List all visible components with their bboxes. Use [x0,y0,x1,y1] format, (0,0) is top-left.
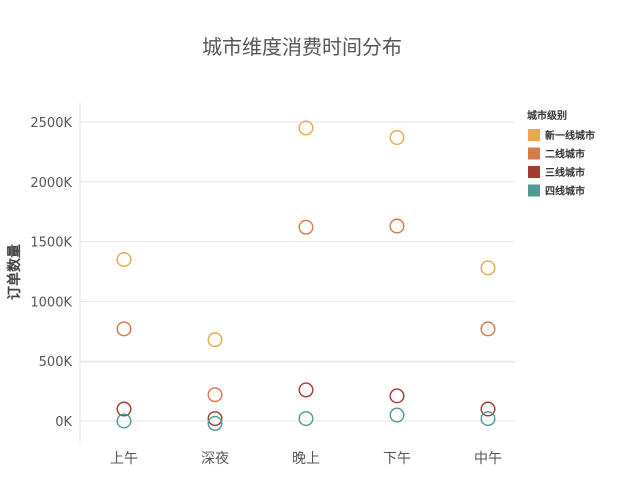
x-axis-ticks: 上午 深夜 晚上 下午 中午 [110,451,502,467]
x-tick-label: 深夜 [201,451,229,467]
y-axis-label: 订单数量 [6,244,23,300]
legend-swatch [528,129,540,141]
y-tick-label: 0K [55,415,72,430]
data-point [116,321,132,337]
data-point [298,219,314,235]
data-point [389,388,405,404]
data-point [298,382,314,398]
chart-title: 城市维度消费时间分布 [202,35,402,59]
data-point [116,413,132,429]
legend-swatch [528,184,540,197]
data-point [389,407,405,423]
data-point [298,120,314,136]
legend-label: 二线城市 [545,148,585,161]
legend-swatch [528,166,540,178]
data-point [207,332,223,348]
legend-label: 四线城市 [545,185,585,198]
data-point [207,415,223,431]
data-point [207,411,223,427]
data-point [389,130,405,146]
y-tick-label: 500K [39,355,73,370]
y-tick-label: 1500K [30,236,72,251]
legend-label: 三线城市 [545,166,585,179]
data-point [298,411,314,427]
gridlines [79,102,515,443]
x-tick-label: 上午 [110,451,138,467]
data-point [116,252,132,268]
y-tick-label: 2000K [30,176,72,191]
data-point [207,387,223,403]
legend-label: 新一线城市 [545,129,595,142]
data-point [480,411,496,427]
legend-swatch [528,147,540,160]
data-point [480,321,496,337]
data-point [389,218,405,234]
x-tick-label: 下午 [383,451,411,467]
data-point [480,260,496,276]
legend-title: 城市级别 [527,109,567,122]
x-tick-label: 中午 [474,451,502,467]
y-tick-label: 2500K [30,116,72,131]
y-tick-label: 1000K [30,295,72,310]
data-point [116,401,132,417]
data-points [116,120,496,431]
data-point [480,401,496,417]
y-axis-ticks: 0K 500K 1000K 1500K 2000K 2500K [30,116,72,430]
x-tick-label: 晚上 [292,451,320,467]
